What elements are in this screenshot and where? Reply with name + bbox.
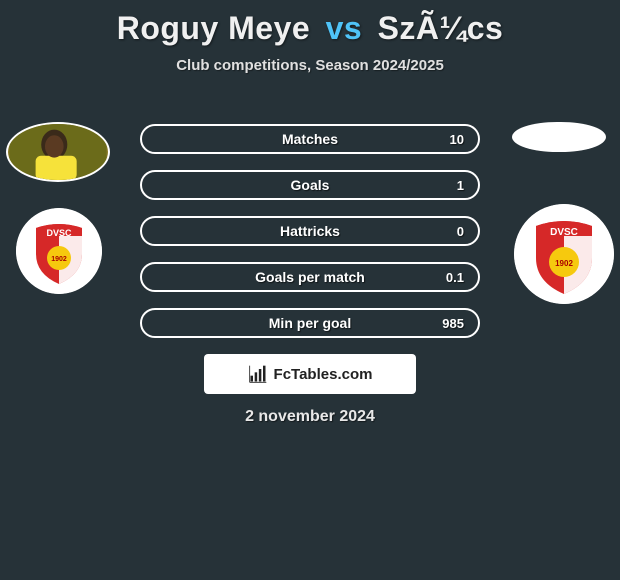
club-crest-icon: DVSC 1902 xyxy=(16,208,102,294)
svg-text:1902: 1902 xyxy=(555,259,573,268)
right-column: DVSC 1902 xyxy=(506,122,614,304)
logo-text: FcTables.com xyxy=(274,366,373,383)
stat-value: 1 xyxy=(457,178,464,193)
svg-text:1902: 1902 xyxy=(51,256,67,263)
stat-label: Hattricks xyxy=(280,223,340,239)
page-title: Roguy Meye vs SzÃ¼cs xyxy=(0,0,620,47)
stat-row: Goals 1 xyxy=(140,170,480,200)
stat-row: Goals per match 0.1 xyxy=(140,262,480,292)
avatar-illustration xyxy=(8,124,108,180)
vs-separator: vs xyxy=(326,10,363,46)
stat-value: 985 xyxy=(442,316,464,331)
stats-panel: Matches 10 Goals 1 Hattricks 0 Goals per… xyxy=(140,124,480,354)
stat-value: 0 xyxy=(457,224,464,239)
svg-text:DVSC: DVSC xyxy=(550,227,578,238)
player2-avatar xyxy=(512,122,606,152)
club-crest-icon: DVSC 1902 xyxy=(514,204,614,304)
bar-chart-icon xyxy=(248,364,268,384)
date-label: 2 november 2024 xyxy=(0,408,620,426)
stat-value: 0.1 xyxy=(446,270,464,285)
svg-text:DVSC: DVSC xyxy=(46,228,72,238)
stat-label: Goals per match xyxy=(255,269,365,285)
stat-label: Goals xyxy=(291,177,330,193)
left-column: DVSC 1902 xyxy=(6,122,114,294)
stat-label: Min per goal xyxy=(269,315,351,331)
player1-name: Roguy Meye xyxy=(117,10,310,46)
player2-name: SzÃ¼cs xyxy=(378,10,504,46)
player2-club-badge: DVSC 1902 xyxy=(514,204,614,304)
stat-label: Matches xyxy=(282,131,338,147)
player1-club-badge: DVSC 1902 xyxy=(16,208,102,294)
player1-avatar xyxy=(6,122,110,182)
fctables-logo: FcTables.com xyxy=(204,354,416,394)
stat-value: 10 xyxy=(450,132,464,147)
stat-row: Hattricks 0 xyxy=(140,216,480,246)
subtitle: Club competitions, Season 2024/2025 xyxy=(0,57,620,74)
stat-row: Matches 10 xyxy=(140,124,480,154)
stat-row: Min per goal 985 xyxy=(140,308,480,338)
